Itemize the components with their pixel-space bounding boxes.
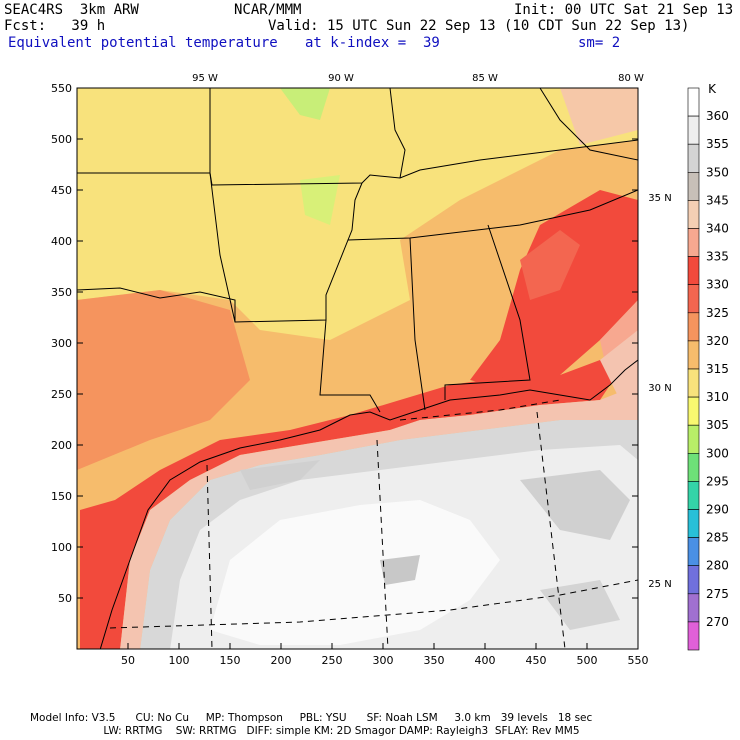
x-tick-label: 500 bbox=[577, 654, 598, 667]
colorbar-swatch bbox=[687, 284, 700, 314]
colorbar-label: 360 bbox=[706, 109, 729, 123]
latitude-labels: 35 N 30 N 25 N bbox=[648, 193, 671, 590]
y-tick-label: 400 bbox=[51, 235, 72, 248]
x-tick-label: 150 bbox=[220, 654, 241, 667]
level-label: at k-index = 39 bbox=[305, 35, 440, 51]
colorbar-label: 325 bbox=[706, 306, 729, 320]
longitude-label: 85 W bbox=[472, 73, 498, 84]
colorbar-label: 315 bbox=[706, 362, 729, 376]
field-name: Equivalent potential temperature bbox=[8, 35, 278, 51]
colorbar-label: 330 bbox=[706, 278, 729, 292]
y-tick-label: 300 bbox=[51, 337, 72, 350]
y-tick-label: 150 bbox=[51, 490, 72, 503]
valid-time: Valid: 15 UTC Sun 22 Sep 13 (10 CDT Sun … bbox=[268, 18, 690, 34]
latitude-label: 30 N bbox=[648, 383, 671, 394]
colorbar-label: 305 bbox=[706, 418, 729, 432]
colorbar-unit: K bbox=[708, 82, 717, 96]
colorbar-label: 345 bbox=[706, 193, 729, 207]
smoothing-label: sm= 2 bbox=[578, 35, 621, 51]
x-tick-label: 450 bbox=[526, 654, 547, 667]
x-tick-label: 300 bbox=[373, 654, 394, 667]
colorbar-swatch bbox=[687, 593, 700, 623]
colorbar-swatch bbox=[687, 368, 700, 398]
colorbar-label: 335 bbox=[706, 250, 729, 264]
colorbar-label: 300 bbox=[706, 446, 729, 460]
model-info-line2: LW: RRTMG SW: RRTMG DIFF: simple KM: 2D … bbox=[30, 725, 580, 737]
y-tick-label: 250 bbox=[51, 388, 72, 401]
init-time: Init: 00 UTC Sat 21 Sep 13 bbox=[514, 2, 734, 18]
latitude-label: 35 N bbox=[648, 193, 671, 204]
boundaries bbox=[77, 88, 638, 649]
latitude-label: 25 N bbox=[648, 579, 671, 590]
map-frame bbox=[76, 87, 639, 650]
colorbar-label: 270 bbox=[706, 615, 729, 629]
colorbar-label: 275 bbox=[706, 587, 729, 601]
y-tick-label: 200 bbox=[51, 439, 72, 452]
colorbar-swatch bbox=[687, 340, 700, 370]
model-title: SEAC4RS 3km ARW bbox=[4, 2, 139, 18]
y-tick-label: 350 bbox=[51, 286, 72, 299]
x-tick-label: 50 bbox=[121, 654, 135, 667]
colorbar: K 360 355 350 345 340 335 330 325 320 315 310 305 300… bbox=[687, 82, 729, 651]
colorbar-swatch bbox=[687, 537, 700, 566]
colorbar-label: 310 bbox=[706, 390, 729, 404]
y-axis: 550 500 450 400 350 300 250 200 150 100 50 bbox=[51, 82, 638, 605]
colorbar-swatch bbox=[687, 256, 700, 286]
x-tick-label: 400 bbox=[475, 654, 496, 667]
colorbar-swatch bbox=[687, 172, 700, 201]
colorbar-swatch bbox=[687, 565, 700, 595]
forecast-hour: Fcst: 39 h bbox=[4, 18, 106, 34]
colorbar-label: 285 bbox=[706, 531, 729, 545]
colorbar-swatch bbox=[687, 143, 700, 173]
colorbar-swatch bbox=[687, 424, 700, 454]
colorbar-swatch bbox=[687, 452, 700, 482]
x-tick-label: 200 bbox=[271, 654, 292, 667]
colorbar-swatch bbox=[687, 509, 700, 538]
colorbar-swatch bbox=[687, 200, 700, 229]
colorbar-label: 355 bbox=[706, 137, 729, 151]
y-tick-label: 100 bbox=[51, 541, 72, 554]
longitude-labels: 95 W 90 W 85 W 80 W bbox=[192, 73, 644, 84]
colorbar-label: 280 bbox=[706, 559, 729, 573]
colorbar-label: 320 bbox=[706, 334, 729, 348]
y-tick-label: 550 bbox=[51, 82, 72, 95]
x-tick-label: 250 bbox=[322, 654, 343, 667]
colorbar-swatch bbox=[687, 228, 700, 257]
colorbar-label: 340 bbox=[706, 222, 729, 236]
colorbar-swatch bbox=[687, 621, 700, 651]
longitude-label: 90 W bbox=[328, 73, 354, 84]
longitude-label: 95 W bbox=[192, 73, 218, 84]
colorbar-label: 350 bbox=[706, 165, 729, 179]
colorbar-swatch bbox=[687, 115, 700, 145]
colorbar-swatch bbox=[687, 312, 700, 342]
y-tick-label: 500 bbox=[51, 133, 72, 146]
longitude-label: 80 W bbox=[618, 73, 644, 84]
colorbar-swatch bbox=[687, 396, 700, 426]
y-tick-label: 50 bbox=[58, 592, 72, 605]
colorbar-label: 290 bbox=[706, 503, 729, 517]
theta-e-field bbox=[77, 88, 638, 649]
y-tick-label: 450 bbox=[51, 184, 72, 197]
colorbar-swatch bbox=[687, 481, 700, 510]
graticule bbox=[109, 399, 638, 649]
colorbar-swatch bbox=[687, 87, 700, 117]
x-tick-label: 350 bbox=[424, 654, 445, 667]
org-label: NCAR/MMM bbox=[234, 2, 302, 18]
x-tick-label: 100 bbox=[169, 654, 190, 667]
x-tick-label: 550 bbox=[628, 654, 649, 667]
x-axis: 50 100 150 200 250 300 350 400 450 500 550 bbox=[121, 643, 649, 667]
model-info-line1: Model Info: V3.5 CU: No Cu MP: Thompson … bbox=[30, 712, 593, 724]
colorbar-label: 295 bbox=[706, 474, 729, 488]
